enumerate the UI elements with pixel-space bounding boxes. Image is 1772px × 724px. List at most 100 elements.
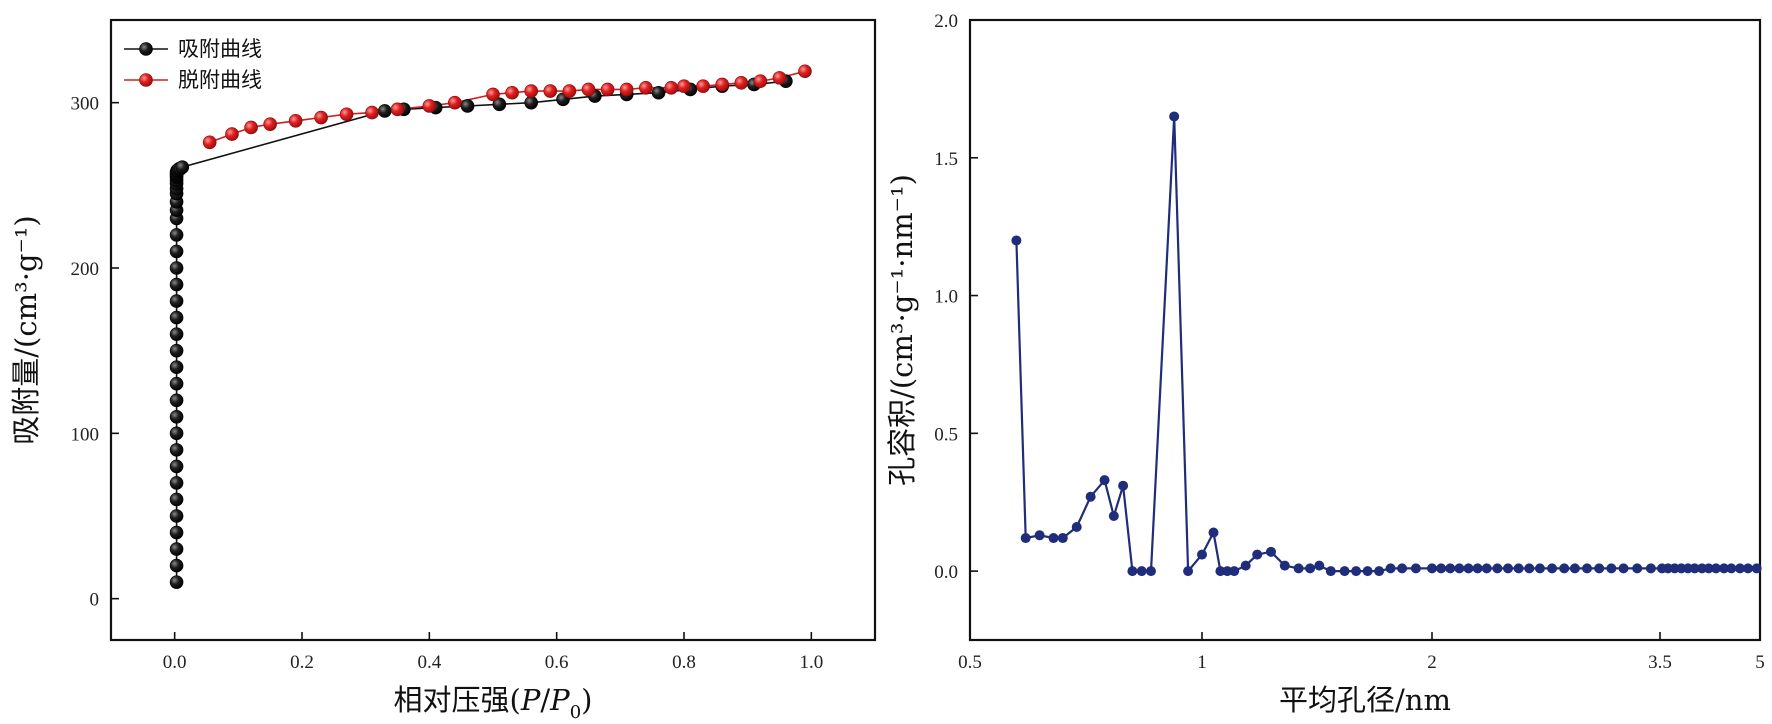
isotherm-y-tick-label: 0 — [90, 590, 100, 611]
desorption-point — [677, 79, 691, 93]
pore-volume-point — [1618, 563, 1629, 574]
pore-volume-point — [1594, 563, 1605, 574]
desorption-point — [314, 110, 328, 125]
desorption-point — [772, 71, 787, 85]
pore-size-y-tick-label: 2.0 — [934, 11, 958, 32]
pore-volume-point — [1719, 563, 1729, 574]
pore-size-x-tick-label: 3.5 — [1648, 652, 1672, 673]
pore-volume-point — [1582, 563, 1593, 574]
pore-size-y-axis-label: 孔容积/(cm³·g⁻¹·nm⁻¹) — [885, 174, 919, 486]
desorption-point — [365, 105, 379, 120]
legend-adsorption-marker — [139, 42, 153, 56]
pore-volume-point — [1266, 546, 1276, 557]
pore-volume-point — [1145, 566, 1156, 577]
adsorption-point — [169, 443, 184, 457]
pore-volume-point — [1385, 563, 1396, 574]
pore-size-plot-frame — [968, 18, 1762, 642]
pore-volume-point — [1351, 566, 1362, 577]
desorption-point — [225, 127, 239, 141]
x-label-paren-close: ) — [581, 683, 592, 717]
isotherm-y-tick-label: 100 — [71, 424, 100, 445]
desorption-point — [696, 79, 710, 93]
pore-size-x-tick-label: 1 — [1197, 652, 1207, 673]
isotherm-x-tick-label: 0.6 — [545, 652, 569, 673]
desorption-point — [715, 77, 730, 92]
desorption-point — [664, 80, 679, 95]
pore-volume-point — [1339, 566, 1350, 577]
pore-volume-point — [1703, 563, 1714, 574]
desorption-point — [202, 135, 217, 150]
desorption-point — [581, 82, 596, 97]
x-label-slash: / — [540, 683, 550, 717]
adsorption-point — [169, 343, 184, 358]
pore-volume-point — [1632, 563, 1643, 574]
isotherm-y-tick-label: 200 — [71, 259, 100, 280]
x-label-paren-open: ( — [510, 683, 521, 717]
pore-volume-point — [1743, 563, 1753, 574]
x-label-main: 相对压强 — [394, 683, 510, 717]
pore-volume-point — [1374, 566, 1385, 577]
adsorption-point — [460, 99, 475, 113]
pore-volume-point — [1726, 563, 1737, 574]
pore-volume-point — [1711, 563, 1721, 574]
pore-volume-point — [1279, 560, 1290, 571]
pore-volume-point — [1085, 491, 1096, 502]
desorption-point — [505, 85, 519, 100]
desorption-point — [798, 64, 812, 79]
desorption-point — [562, 84, 577, 98]
isotherm-series — [169, 64, 812, 589]
x-label-p: P — [520, 683, 541, 717]
isotherm-y-tick-label: 300 — [71, 94, 100, 115]
pore-volume-point — [1534, 563, 1545, 574]
pore-volume-point — [1559, 563, 1570, 574]
pore-size-chart: 0.5 1 2 3.5 5 0.0 0.5 1.0 1.5 2.0 平均孔径/nm 孔容积/(cm… — [885, 11, 1765, 717]
pore-size-series — [1011, 111, 1762, 577]
desorption-point — [600, 82, 615, 97]
isotherm-plot-frame — [109, 18, 877, 642]
desorption-point — [638, 80, 653, 95]
adsorption-point — [169, 558, 184, 573]
pore-volume-point — [1481, 563, 1492, 574]
pore-size-y-tick-label: 1.0 — [934, 287, 958, 308]
pore-volume-point — [1445, 563, 1456, 574]
adsorption-point — [169, 228, 184, 242]
pore-volume-point — [1020, 533, 1031, 544]
pore-volume-point — [1229, 566, 1240, 577]
adsorption-point — [169, 426, 184, 441]
pore-volume-point — [1689, 563, 1700, 574]
pore-volume-point — [1252, 549, 1263, 560]
isotherm-legend: 吸附曲线 脱附曲线 — [124, 37, 262, 92]
desorption-line — [209, 70, 806, 144]
pore-volume-point — [1293, 563, 1304, 574]
pore-volume-point — [1118, 480, 1129, 491]
isotherm-chart: 0.0 0.2 0.4 0.6 0.8 1.0 0 100 200 300 吸附曲线 脱附曲线 相… — [9, 18, 877, 723]
legend-desorption-label: 脱附曲线 — [178, 68, 262, 92]
pore-volume-point — [1427, 563, 1437, 574]
pore-volume-point — [1127, 566, 1138, 577]
pore-volume-point — [1215, 566, 1226, 577]
desorption-point — [422, 99, 437, 113]
desorption-point — [447, 95, 462, 110]
pore-volume-point — [1454, 563, 1465, 574]
desorption-point — [543, 84, 558, 98]
pore-size-x-axis-label: 平均孔径/nm — [1279, 683, 1451, 717]
pore-volume-point — [1362, 566, 1373, 577]
desorption-point — [734, 76, 749, 90]
pore-volume-point — [1136, 566, 1147, 577]
desorption-point — [619, 82, 634, 97]
pore-volume-point — [1569, 563, 1580, 574]
pore-volume-point — [1169, 111, 1180, 122]
adsorption-point — [377, 104, 392, 118]
pore-size-y-tick-label: 0.0 — [934, 562, 958, 583]
adsorption-point — [169, 294, 184, 308]
pore-volume-point — [1240, 560, 1251, 571]
adsorption-point — [524, 95, 539, 110]
pore-volume-point — [1071, 522, 1082, 533]
pore-volume-point — [1222, 566, 1233, 577]
pore-volume-point — [1492, 563, 1503, 574]
adsorption-point — [169, 327, 184, 341]
pore-volume-point — [1057, 533, 1068, 544]
adsorption-point — [169, 277, 184, 292]
isotherm-x-axis-label: 相对压强(P/P0) — [394, 683, 593, 723]
pore-volume-point — [1011, 235, 1022, 246]
